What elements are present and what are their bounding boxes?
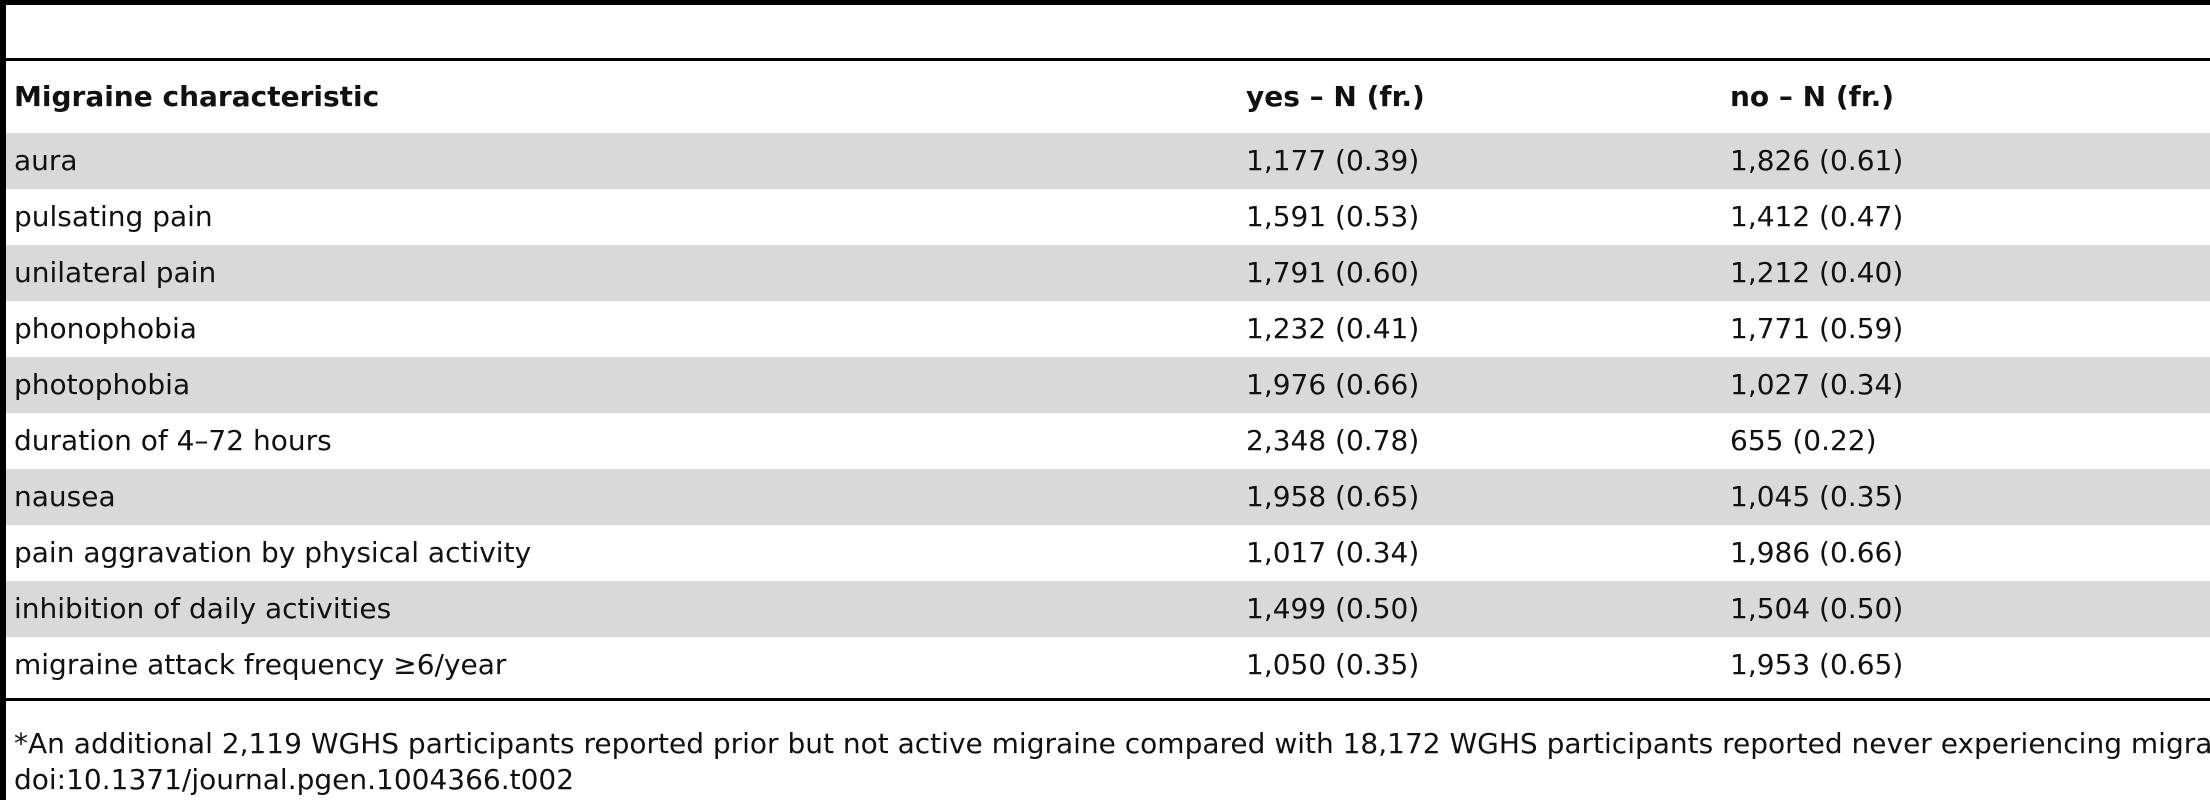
table-row: migraine attack frequency ≥6/year 1,050 … — [6, 637, 2210, 693]
characteristic-cell: nausea — [6, 469, 1238, 525]
yes-count-cell: 1,050 (0.35) — [1246, 648, 1420, 681]
characteristic-cell: aura — [6, 133, 1238, 189]
footnote-text: *An additional 2,119 WGHS participants r… — [14, 727, 2210, 760]
table-bottom-rule — [6, 698, 2210, 701]
yes-count-cell: 1,177 (0.39) — [1238, 133, 1722, 189]
yes-count-cell: 2,348 (0.78) — [1246, 424, 1420, 457]
header-top-rule — [6, 58, 2210, 61]
yes-count-cell: 1,017 (0.34) — [1246, 536, 1420, 569]
yes-count-cell: 1,499 (0.50) — [1238, 581, 1722, 637]
no-count-cell: 1,412 (0.47) — [1730, 200, 1904, 233]
top-border — [0, 0, 2210, 5]
no-count-cell: 655 (0.22) — [1730, 424, 1877, 457]
header-row: Migraine characteristic yes – N (fr.) no… — [6, 61, 2210, 133]
no-count-cell: 1,986 (0.66) — [1730, 536, 1904, 569]
table-row: nausea 1,958 (0.65) 1,045 (0.35) — [6, 469, 2210, 525]
yes-count-cell: 1,791 (0.60) — [1238, 245, 1722, 301]
table-body: aura 1,177 (0.39) 1,826 (0.61) pulsating… — [6, 133, 2210, 693]
no-count-cell: 1,771 (0.59) — [1730, 312, 1904, 345]
table-footnote: *An additional 2,119 WGHS participants r… — [14, 726, 2210, 798]
characteristic-cell: pulsating pain — [14, 200, 213, 233]
yes-count-cell: 1,591 (0.53) — [1246, 200, 1420, 233]
table-row: phonophobia 1,232 (0.41) 1,771 (0.59) — [6, 301, 2210, 357]
table-row: pulsating pain 1,591 (0.53) 1,412 (0.47) — [6, 189, 2210, 245]
table-row: duration of 4–72 hours 2,348 (0.78) 655 … — [6, 413, 2210, 469]
column-header-characteristic: Migraine characteristic — [14, 80, 380, 113]
no-count-cell: 1,045 (0.35) — [1722, 469, 2210, 525]
left-border — [0, 0, 6, 800]
characteristic-cell: duration of 4–72 hours — [14, 424, 332, 457]
table-row: unilateral pain 1,791 (0.60) 1,212 (0.40… — [6, 245, 2210, 301]
characteristic-cell: inhibition of daily activities — [6, 581, 1238, 637]
table-row: inhibition of daily activities 1,499 (0.… — [6, 581, 2210, 637]
migraine-characteristics-table: Migraine characteristic yes – N (fr.) no… — [6, 61, 2210, 693]
no-count-cell: 1,504 (0.50) — [1722, 581, 2210, 637]
table-row: photophobia 1,976 (0.66) 1,027 (0.34) — [6, 357, 2210, 413]
no-count-cell: 1,953 (0.65) — [1730, 648, 1904, 681]
no-count-cell: 1,027 (0.34) — [1722, 357, 2210, 413]
characteristic-cell: pain aggravation by physical activity — [14, 536, 532, 569]
doi-text: doi:10.1371/journal.pgen.1004366.t002 — [14, 763, 575, 796]
yes-count-cell: 1,976 (0.66) — [1238, 357, 1722, 413]
column-header-yes: yes – N (fr.) — [1246, 80, 1425, 113]
characteristic-cell: phonophobia — [14, 312, 197, 345]
table-row: aura 1,177 (0.39) 1,826 (0.61) — [6, 133, 2210, 189]
yes-count-cell: 1,958 (0.65) — [1238, 469, 1722, 525]
table-header: Migraine characteristic yes – N (fr.) no… — [6, 61, 2210, 133]
characteristic-cell: unilateral pain — [6, 245, 1238, 301]
yes-count-cell: 1,232 (0.41) — [1246, 312, 1420, 345]
table-row: pain aggravation by physical activity 1,… — [6, 525, 2210, 581]
characteristic-cell: migraine attack frequency ≥6/year — [14, 648, 507, 681]
characteristic-cell: photophobia — [6, 357, 1238, 413]
no-count-cell: 1,826 (0.61) — [1722, 133, 2210, 189]
no-count-cell: 1,212 (0.40) — [1722, 245, 2210, 301]
column-header-no: no – N (fr.) — [1730, 80, 1895, 113]
